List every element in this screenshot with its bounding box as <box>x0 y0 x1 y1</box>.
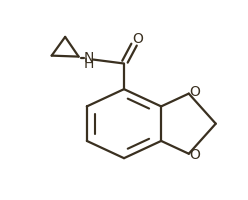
Text: O: O <box>189 85 200 99</box>
Text: N: N <box>84 51 94 65</box>
Text: O: O <box>132 32 143 46</box>
Text: O: O <box>189 148 200 162</box>
Text: H: H <box>84 58 94 72</box>
